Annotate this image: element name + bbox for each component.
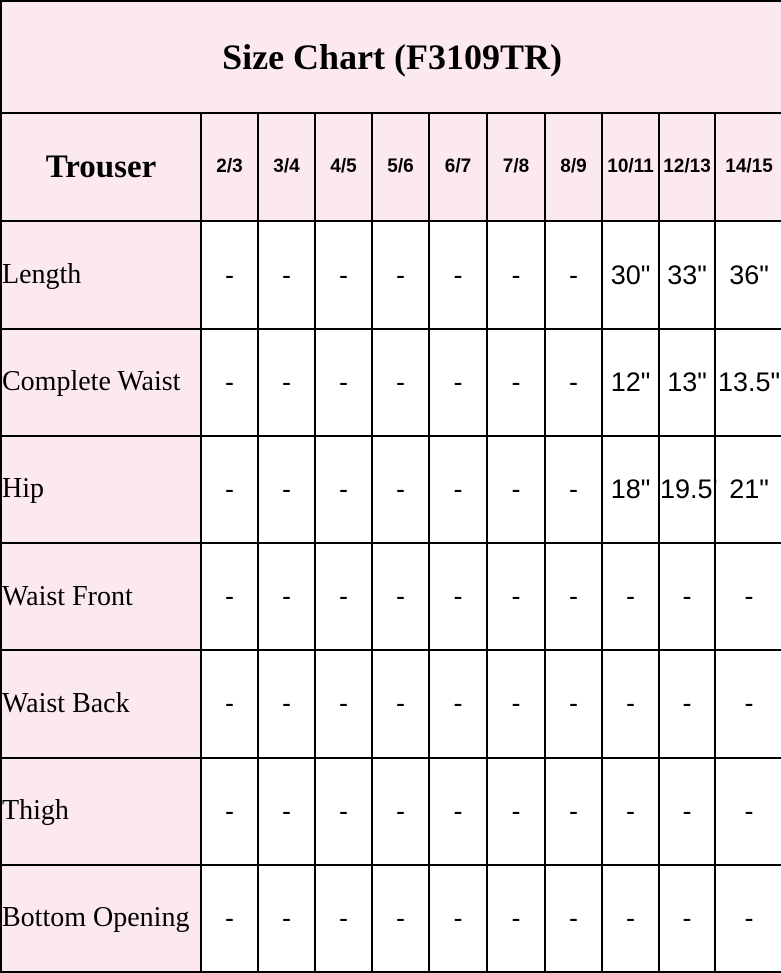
size-chart-title: Size Chart (F3109TR)	[0, 0, 781, 115]
measurement-cell: -	[200, 434, 259, 545]
table-row: Length - - - - - - - 30" 33" 36"	[0, 220, 781, 330]
measurement-cell: -	[544, 756, 603, 866]
size-column-header: 10/11	[601, 112, 660, 223]
table-row: Bottom Opening - - - - - - - - - -	[0, 863, 781, 973]
measurement-cell: -	[713, 649, 781, 759]
measurement-cell: -	[601, 649, 660, 759]
measurement-cell: -	[371, 756, 430, 866]
measurement-cell: 21"	[713, 434, 781, 545]
measurement-cell: -	[601, 863, 660, 973]
table-row: Hip - - - - - - - 18" 19.5' 21"	[0, 434, 781, 545]
measurement-cell: -	[200, 756, 259, 866]
measurement-cell: -	[544, 327, 603, 437]
measurement-cell: -	[658, 756, 716, 866]
measurement-cell: 18"	[601, 434, 660, 545]
measurement-cell: -	[486, 220, 546, 330]
measurement-cell: -	[601, 542, 660, 652]
measurement-cell: -	[713, 756, 781, 866]
measurement-cell: -	[200, 327, 259, 437]
measurement-cell: -	[544, 542, 603, 652]
measurement-cell: 12"	[601, 327, 660, 437]
measurement-cell: -	[658, 863, 716, 973]
row-label-waist-back: Waist Back	[0, 649, 202, 759]
measurement-cell: -	[713, 863, 781, 973]
size-header-row: Trouser 2/3 3/4 4/5 5/6 6/7 7/8 8/9 10/1…	[0, 112, 781, 223]
measurement-cell: -	[314, 542, 373, 652]
measurement-cell: -	[658, 649, 716, 759]
measurement-cell: -	[371, 220, 430, 330]
measurement-cell: -	[257, 434, 316, 545]
size-column-header: 7/8	[486, 112, 546, 223]
size-column-header: 4/5	[314, 112, 373, 223]
measurement-cell: -	[486, 327, 546, 437]
measurement-cell: -	[314, 220, 373, 330]
measurement-cell: -	[314, 327, 373, 437]
measurement-cell: -	[544, 649, 603, 759]
measurement-cell: 30"	[601, 220, 660, 330]
corner-header-trouser: Trouser	[0, 112, 202, 223]
measurement-cell: -	[428, 434, 488, 545]
row-label-bottom-opening: Bottom Opening	[0, 863, 202, 973]
measurement-cell: -	[371, 542, 430, 652]
measurement-cell: -	[257, 542, 316, 652]
measurement-cell: -	[428, 756, 488, 866]
measurement-cell: -	[200, 542, 259, 652]
measurement-cell: -	[371, 434, 430, 545]
measurement-cell: -	[371, 863, 430, 973]
measurement-cell: -	[314, 649, 373, 759]
measurement-cell: -	[371, 649, 430, 759]
size-column-header: 5/6	[371, 112, 430, 223]
size-column-header: 2/3	[200, 112, 259, 223]
row-label-length: Length	[0, 220, 202, 330]
measurement-cell: -	[486, 434, 546, 545]
measurement-cell: -	[486, 863, 546, 973]
measurement-cell: -	[428, 863, 488, 973]
table-row: Thigh - - - - - - - - - -	[0, 756, 781, 866]
measurement-cell: -	[200, 220, 259, 330]
table-row: Complete Waist - - - - - - - 12" 13" 13.…	[0, 327, 781, 437]
measurement-cell: 36"	[713, 220, 781, 330]
measurement-cell: -	[486, 542, 546, 652]
size-column-header: 12/13	[658, 112, 716, 223]
row-label-complete-waist: Complete Waist	[0, 327, 202, 437]
measurement-cell: -	[713, 542, 781, 652]
row-label-hip: Hip	[0, 434, 202, 545]
title-row: Size Chart (F3109TR)	[0, 0, 781, 115]
measurement-cell: -	[486, 756, 546, 866]
measurement-cell: 13.5"	[713, 327, 781, 437]
measurement-cell: -	[200, 863, 259, 973]
measurement-cell: -	[428, 327, 488, 437]
measurement-cell: -	[257, 649, 316, 759]
size-column-header: 14/15	[713, 112, 781, 223]
measurement-cell: 33"	[658, 220, 716, 330]
row-label-thigh: Thigh	[0, 756, 202, 866]
measurement-cell: -	[544, 863, 603, 973]
measurement-cell: 19.5'	[658, 434, 718, 545]
measurement-cell: -	[544, 434, 603, 545]
size-column-header: 3/4	[257, 112, 316, 223]
measurement-cell: -	[428, 542, 488, 652]
measurement-cell: -	[544, 220, 603, 330]
measurement-cell: -	[428, 649, 488, 759]
measurement-cell: -	[257, 220, 316, 330]
measurement-cell: -	[257, 863, 316, 973]
measurement-cell: -	[314, 434, 373, 545]
row-label-waist-front: Waist Front	[0, 542, 202, 652]
measurement-cell: -	[428, 220, 488, 330]
table-row: Waist Front - - - - - - - - - -	[0, 542, 781, 652]
measurement-cell: -	[371, 327, 430, 437]
measurement-cell: 13"	[658, 327, 716, 437]
measurement-cell: -	[601, 756, 660, 866]
measurement-cell: -	[314, 863, 373, 973]
measurement-cell: -	[257, 756, 316, 866]
measurement-cell: -	[658, 542, 716, 652]
table-row: Waist Back - - - - - - - - - -	[0, 649, 781, 759]
measurement-cell: -	[257, 327, 316, 437]
measurement-cell: -	[200, 649, 259, 759]
size-column-header: 8/9	[544, 112, 603, 223]
measurement-cell: -	[486, 649, 546, 759]
size-column-header: 6/7	[428, 112, 488, 223]
measurement-cell: -	[314, 756, 373, 866]
